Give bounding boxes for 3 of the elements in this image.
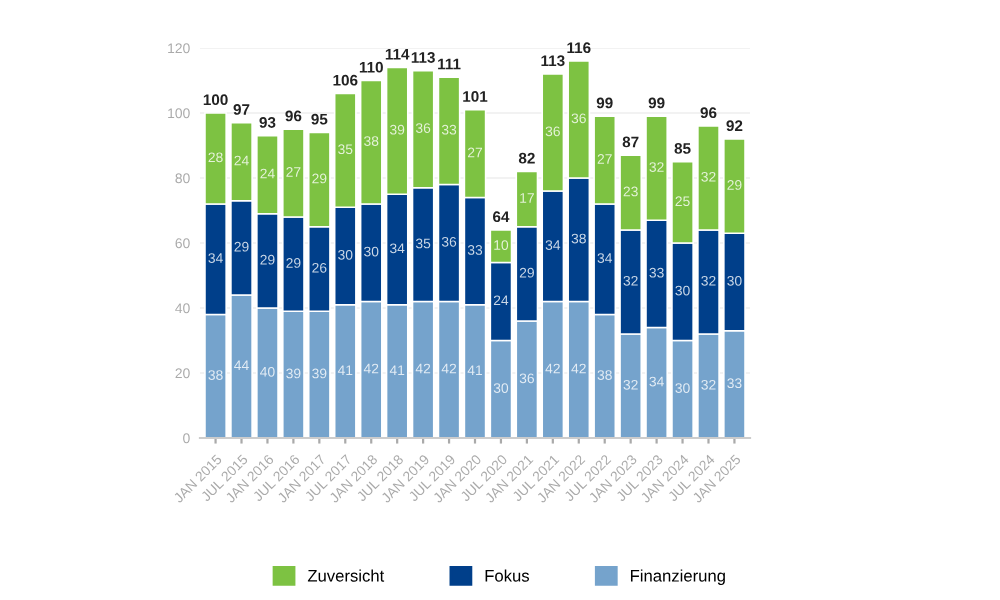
legend-label: Finanzierung <box>630 569 725 585</box>
legend-label: Zuversicht <box>307 569 385 582</box>
legend-label: Fokus <box>485 569 530 582</box>
